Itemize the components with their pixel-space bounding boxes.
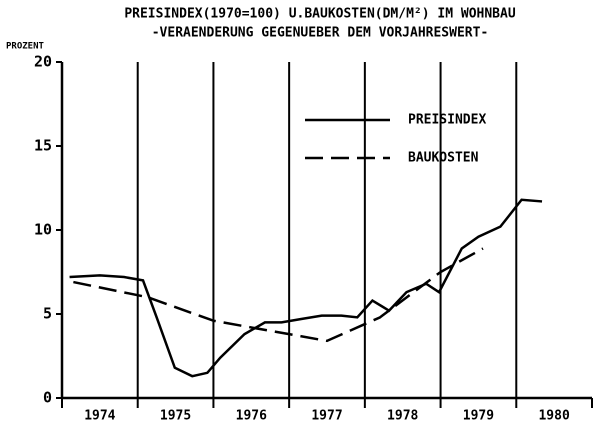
- x-tick-label: 1977: [311, 409, 342, 424]
- x-tick-label: 1978: [387, 409, 418, 424]
- y-axis-label: PROZENT: [6, 42, 45, 52]
- y-tick-label: 0: [43, 389, 52, 407]
- legend-label: BAUKOSTEN: [408, 151, 479, 166]
- line: [69, 198, 543, 378]
- x-tick-label: 1980: [538, 409, 569, 424]
- chart-title: PREISINDEX(1970=100) U.BAUKOSTEN(DM/M²) …: [124, 7, 516, 22]
- x-tick-label: 1979: [463, 409, 494, 424]
- y-tick-label: 20: [34, 53, 52, 71]
- y-tick-label: 5: [43, 305, 52, 323]
- legend-label: PREISINDEX: [408, 113, 486, 128]
- chart-subtitle: -VERAENDERUNG GEGENUEBER DEM VORJAHRESWE…: [152, 26, 489, 41]
- x-tick-label: 1975: [160, 409, 191, 424]
- y-tick-label: 15: [34, 137, 52, 155]
- x-tick-label: 1976: [236, 409, 267, 424]
- x-tick-label: 1974: [84, 409, 115, 424]
- line: [73, 247, 484, 343]
- y-tick-label: 10: [34, 221, 52, 239]
